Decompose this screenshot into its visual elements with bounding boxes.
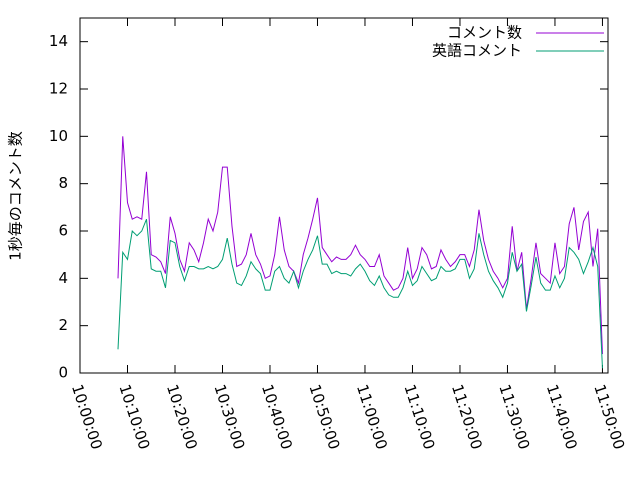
legend-label: コメント数 — [447, 24, 522, 42]
y-tick-label: 14 — [49, 32, 68, 50]
x-tick-label: 10:00:00 — [68, 382, 106, 452]
x-tick-label: 10:10:00 — [115, 382, 153, 452]
y-axis-label: 1秒毎のコメント数 — [7, 131, 25, 261]
legend-label: 英語コメント — [432, 42, 522, 60]
x-tick-label: 10:30:00 — [210, 382, 248, 452]
y-tick-label: 8 — [58, 174, 68, 192]
y-tick-label: 4 — [58, 269, 68, 287]
x-tick-label: 11:20:00 — [448, 382, 486, 452]
y-tick-label: 10 — [49, 127, 68, 145]
plot-frame — [79, 17, 609, 374]
x-tick-label: 11:00:00 — [353, 382, 391, 452]
series-line — [117, 136, 603, 355]
y-tick-label: 6 — [58, 222, 68, 240]
x-tick-label: 10:20:00 — [163, 382, 201, 452]
series-line — [117, 218, 603, 369]
x-tick-label: 11:10:00 — [400, 382, 438, 452]
x-tick-label: 11:40:00 — [543, 382, 581, 452]
x-tick-label: 11:50:00 — [590, 382, 628, 452]
y-tick-label: 2 — [58, 316, 68, 334]
y-tick-label: 12 — [49, 80, 68, 98]
x-tick-label: 10:40:00 — [258, 382, 296, 452]
x-tick-label: 11:30:00 — [495, 382, 533, 452]
y-tick-label: 0 — [58, 364, 68, 382]
x-tick-label: 10:50:00 — [305, 382, 343, 452]
